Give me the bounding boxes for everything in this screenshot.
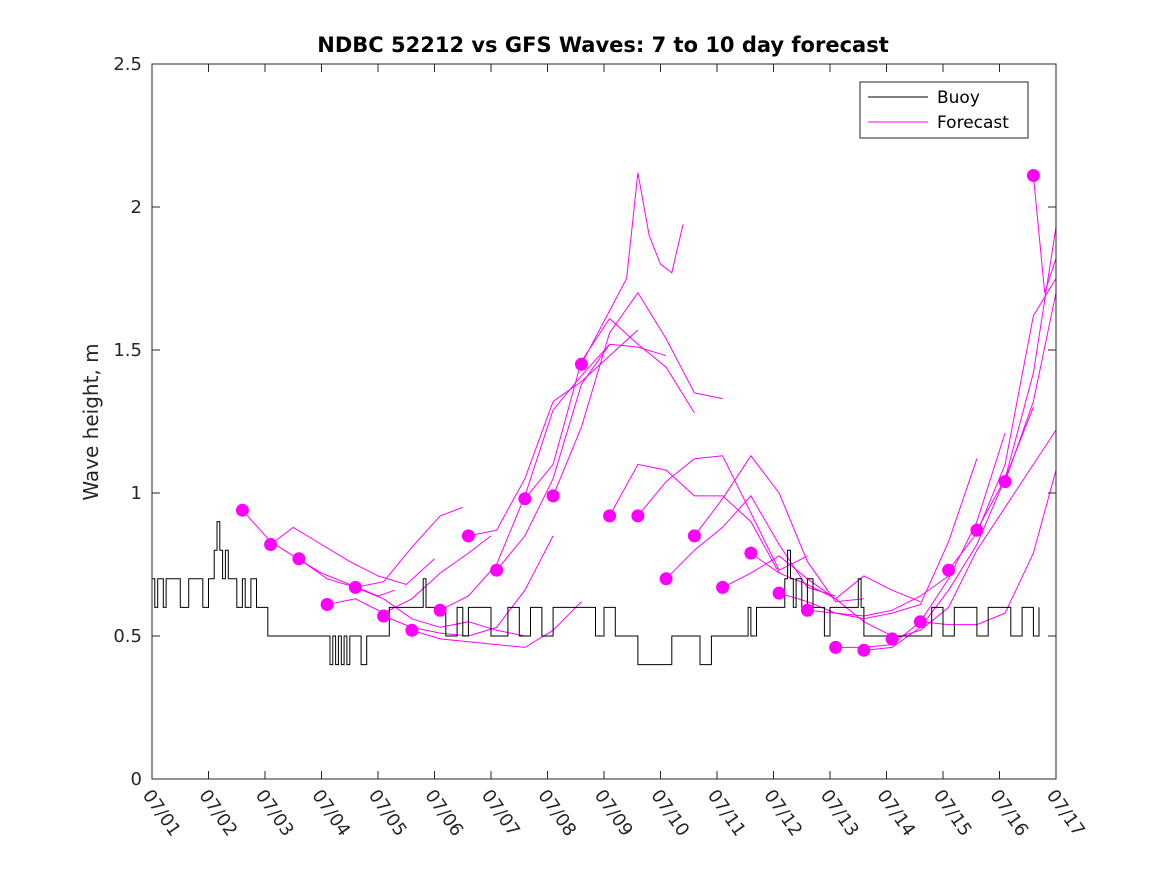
forecast-start-point xyxy=(518,492,532,506)
forecast-line-27 xyxy=(976,226,1056,531)
forecast-start-point xyxy=(235,503,249,517)
forecast-line-29 xyxy=(1032,175,1056,293)
y-tick-label: 2 xyxy=(131,197,142,218)
forecast-start-point xyxy=(885,632,899,646)
forecast-start-points xyxy=(235,169,1040,657)
forecast-line-19 xyxy=(750,552,921,603)
forecast-start-point xyxy=(970,523,984,537)
forecast-line-2 xyxy=(270,526,435,586)
forecast-start-point xyxy=(546,489,560,503)
y-axis-label: Wave height, m xyxy=(79,343,103,500)
forecast-line-13 xyxy=(580,172,684,365)
forecast-start-point xyxy=(857,643,871,657)
forecast-start-point xyxy=(461,529,475,543)
forecast-start-point xyxy=(829,640,843,654)
forecast-start-point xyxy=(292,552,306,566)
forecast-line-25 xyxy=(920,469,1056,626)
forecast-line-17 xyxy=(694,454,864,603)
buoy-line xyxy=(152,521,1040,666)
forecast-start-point xyxy=(1026,169,1040,182)
legend: Buoy Forecast xyxy=(859,81,1029,139)
buoy-line-group xyxy=(152,521,1040,666)
forecast-start-point xyxy=(913,615,927,629)
forecast-line-4 xyxy=(327,535,492,614)
forecast-start-point xyxy=(772,586,786,600)
legend-buoy-label: Buoy xyxy=(937,88,980,108)
forecast-start-point xyxy=(574,357,588,371)
forecast-start-point xyxy=(405,623,419,637)
forecast-start-point xyxy=(998,475,1012,489)
forecast-start-point xyxy=(631,509,645,523)
forecast-start-point xyxy=(800,603,814,617)
forecast-line-10 xyxy=(496,343,667,571)
forecast-start-point xyxy=(942,563,956,577)
forecast-start-point xyxy=(348,580,362,594)
forecast-line-24 xyxy=(891,429,1056,640)
y-tick-label: 1 xyxy=(131,483,142,504)
y-tick-label: 0.5 xyxy=(113,626,142,647)
y-axis: 0 0.5 1 1.5 2 2.5 xyxy=(113,54,1056,790)
forecast-start-point xyxy=(320,598,334,611)
forecast-start-point xyxy=(744,546,758,560)
y-tick-label: 0 xyxy=(131,769,142,790)
forecast-start-point xyxy=(716,580,730,594)
legend-box xyxy=(859,81,1029,139)
forecast-line-26 xyxy=(948,278,1056,571)
forecast-line-9 xyxy=(468,329,639,537)
forecast-line-15 xyxy=(637,455,808,571)
forecast-start-point xyxy=(687,529,701,543)
forecast-start-point xyxy=(433,603,447,617)
chart-title: NDBC 52212 vs GFS Waves: 7 to 10 day for… xyxy=(317,33,888,57)
forecast-line-11 xyxy=(524,317,695,500)
y-tick-label: 1.5 xyxy=(113,340,142,361)
forecast-start-point xyxy=(659,572,673,586)
forecast-start-point xyxy=(264,538,278,551)
forecast-start-point xyxy=(603,509,617,523)
forecast-line-14 xyxy=(609,463,780,574)
forecast-line-5 xyxy=(355,586,525,637)
y-tick-label: 2.5 xyxy=(113,54,142,75)
forecast-start-point xyxy=(490,563,504,577)
forecast-line-21 xyxy=(807,458,978,620)
forecast-line-12 xyxy=(552,291,723,497)
forecast-line-28 xyxy=(1004,292,1056,482)
legend-forecast-label: Forecast xyxy=(937,113,1009,133)
forecast-line-3 xyxy=(298,506,463,588)
forecast-start-point xyxy=(377,609,391,623)
